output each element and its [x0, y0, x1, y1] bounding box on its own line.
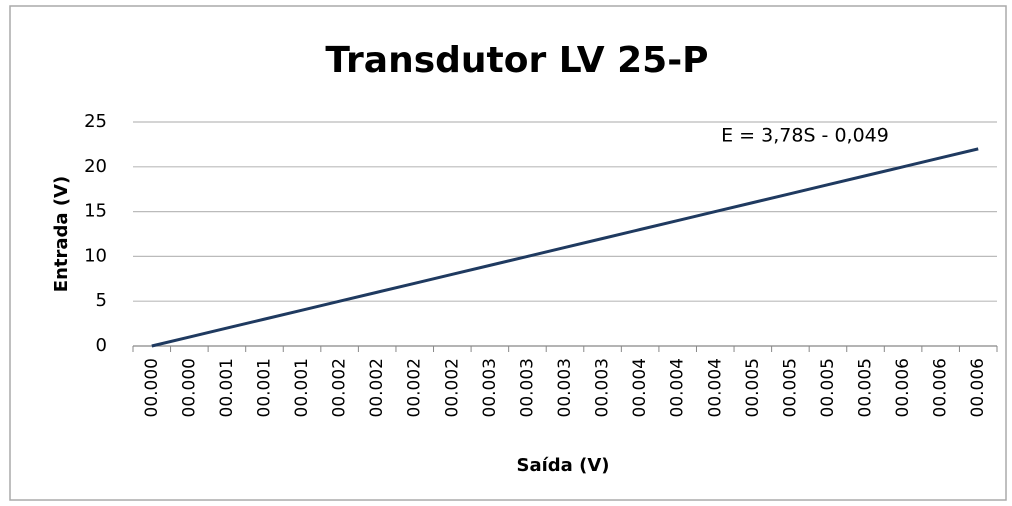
y-tick-label: 25 [84, 111, 107, 132]
x-tick-label: 00.001 [217, 358, 237, 417]
x-tick-label: 00.005 [856, 358, 876, 417]
x-tick-label: 00.003 [517, 358, 537, 417]
x-tick-label: 00.001 [254, 358, 274, 417]
x-tick-label: 00.005 [743, 358, 763, 417]
x-tick-label: 00.004 [630, 358, 650, 417]
x-tick-label: 00.000 [142, 358, 162, 417]
x-tick-label: 00.002 [367, 358, 387, 417]
x-tick-label: 00.002 [442, 358, 462, 417]
x-tick-label: 00.000 [179, 358, 199, 417]
chart-frame [9, 5, 1007, 501]
x-tick-label: 00.005 [780, 358, 800, 417]
chart-title: Transdutor LV 25-P [325, 40, 708, 81]
x-tick-label: 00.006 [968, 358, 988, 417]
y-tick-label: 0 [96, 335, 107, 356]
x-axis-label: Saída (V) [517, 455, 610, 476]
annotation: E = 3,78S - 0,049 [721, 125, 889, 147]
x-tick-label: 00.004 [705, 358, 725, 417]
x-tick-label: 00.006 [893, 358, 913, 417]
x-tick-label: 00.001 [292, 358, 312, 417]
x-tick-label: 00.005 [818, 358, 838, 417]
x-tick-label: 00.002 [330, 358, 350, 417]
y-tick-label: 5 [96, 290, 107, 311]
x-tick-label: 00.003 [593, 358, 613, 417]
y-tick-label: 10 [84, 245, 107, 266]
x-tick-label: 00.003 [555, 358, 575, 417]
y-tick-label: 15 [84, 201, 107, 222]
x-tick-label: 00.003 [480, 358, 500, 417]
x-tick-label: 00.002 [405, 358, 425, 417]
x-tick-label: 00.006 [931, 358, 951, 417]
data-line [151, 147, 979, 348]
x-tick-label: 00.004 [668, 358, 688, 417]
y-axis-label: Entrada (V) [51, 176, 72, 292]
y-tick-label: 20 [84, 156, 107, 177]
